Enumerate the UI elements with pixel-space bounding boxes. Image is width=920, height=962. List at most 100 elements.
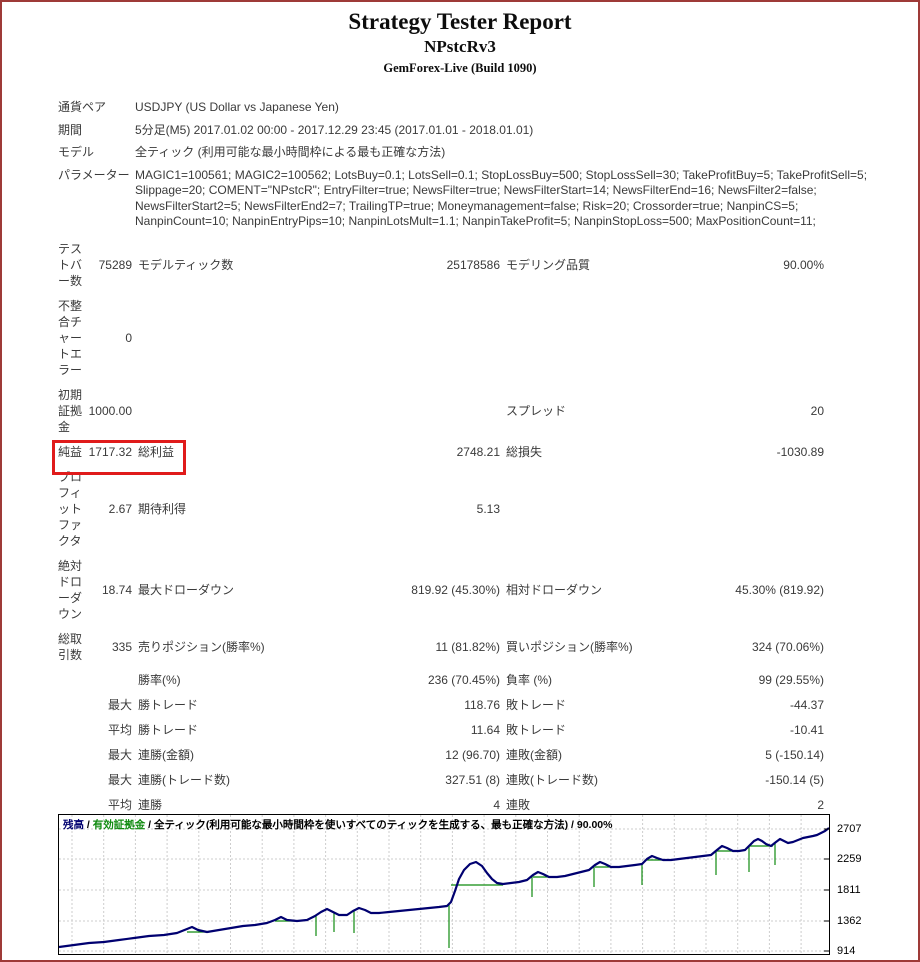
- cell-text: 絶対ドローダウン: [58, 558, 83, 621]
- result-value: 327.51 (8): [370, 768, 500, 793]
- cell-text: 2: [817, 797, 824, 812]
- cell-text: 2.67: [108, 501, 132, 516]
- cell-text: 平均: [107, 722, 132, 737]
- result-label: 連敗(トレード数): [500, 768, 708, 793]
- cell-text: 不整合チャートエラー: [58, 298, 83, 377]
- result-label: [500, 294, 708, 383]
- result-value: -10.41: [708, 718, 824, 743]
- result-value: 1000.00: [88, 383, 132, 440]
- result-value: 平均: [88, 718, 132, 743]
- result-label: [132, 294, 370, 383]
- result-label: [58, 718, 88, 743]
- cell-text: 期待利得: [138, 501, 187, 516]
- cell-text: 負率 (%): [506, 672, 552, 687]
- result-label: 連勝: [132, 793, 370, 818]
- equity-curve-svg: [59, 815, 829, 954]
- report-row: 平均 連勝 4 連敗 2: [58, 793, 824, 818]
- info-row: モデル 全ティック (利用可能な最小時間枠による最も正確な方法): [58, 142, 882, 165]
- result-value: 11 (81.82%): [370, 627, 500, 668]
- model-note: 全ティック(利用可能な最小時間枠を使いすべてのティックを生成する、最も正確な方法…: [154, 819, 569, 831]
- result-label: 絶対ドローダウン: [58, 554, 88, 627]
- result-label: 売りポジション(勝率%): [132, 627, 370, 668]
- result-label: 敗トレード: [500, 693, 708, 718]
- info-value: MAGIC1=100561; MAGIC2=100562; LotsBuy=0.…: [135, 167, 868, 229]
- report-row: 勝率(%) 236 (70.45%) 負率 (%) 99 (29.55%): [58, 668, 824, 693]
- result-label: [58, 743, 88, 768]
- result-label: 買いポジション(勝率%): [500, 627, 708, 668]
- result-label: 純益: [58, 440, 88, 465]
- cell-text: テストバー数: [58, 241, 83, 288]
- cell-text: 1000.00: [88, 403, 132, 418]
- result-label: 期待利得: [132, 465, 370, 554]
- result-label: 勝トレード: [132, 718, 370, 743]
- cell-text: 11.64: [470, 722, 500, 737]
- cell-text: 買いポジション(勝率%): [506, 639, 633, 654]
- result-label: [132, 383, 370, 440]
- result-label: 敗トレード: [500, 718, 708, 743]
- cell-text: 敗トレード: [506, 722, 567, 737]
- result-value: 11.64: [370, 718, 500, 743]
- result-label: 連勝(トレード数): [132, 768, 370, 793]
- result-value: [88, 668, 132, 693]
- result-label: 連敗: [500, 793, 708, 818]
- cell-text: スプレッド: [506, 403, 567, 418]
- cell-text: 5.13: [476, 501, 500, 516]
- result-value: 5 (-150.14): [708, 743, 824, 768]
- cell-text: 総損失: [506, 444, 543, 459]
- separator: /: [84, 819, 93, 831]
- cell-text: 12 (96.70): [445, 747, 500, 762]
- result-value: -44.37: [708, 693, 824, 718]
- cell-text: 総取引数: [58, 631, 83, 662]
- result-value: 平均: [88, 793, 132, 818]
- result-value: [708, 465, 824, 554]
- balance-line: [59, 827, 829, 949]
- cell-text: 敗トレード: [506, 697, 567, 712]
- cell-text: 4: [493, 797, 500, 812]
- y-axis-tick-label: 914: [837, 945, 856, 957]
- cell-text: 連敗: [506, 797, 531, 812]
- result-value: 2: [708, 793, 824, 818]
- result-label: モデルティック数: [132, 237, 370, 294]
- result-value: -150.14 (5): [708, 768, 824, 793]
- cell-text: 総利益: [138, 444, 175, 459]
- separator: /: [568, 819, 577, 831]
- info-label: パラメーター: [58, 167, 130, 182]
- cell-text: 連敗(金額): [506, 747, 562, 762]
- result-value: 118.76: [370, 693, 500, 718]
- cell-text: モデリング品質: [506, 257, 591, 272]
- cell-text: 327.51 (8): [445, 772, 500, 787]
- report-row: 最大 勝トレード 118.76 敗トレード -44.37: [58, 693, 824, 718]
- cell-text: 平均: [107, 797, 132, 812]
- cell-text: 最大: [107, 747, 132, 762]
- y-axis-tick-label: 2707: [837, 823, 862, 835]
- legend-equity: 有効証拠金: [92, 819, 146, 831]
- cell-text: 連勝(金額): [138, 747, 194, 762]
- net-profit-row: 純益 1717.32 総利益 2748.21 総損失 -1030.89: [58, 440, 824, 465]
- result-value: 0: [88, 294, 132, 383]
- cell-text: 最大: [107, 772, 132, 787]
- result-value: -1030.89: [708, 440, 824, 465]
- result-value: 75289: [88, 237, 132, 294]
- chart-plot-area: 残高 / 有効証拠金 / 全ティック(利用可能な最小時間枠を使いすべてのティック…: [58, 814, 830, 955]
- cell-text: 18.74: [101, 582, 132, 597]
- server-build: GemForex-Live (Build 1090): [383, 61, 537, 75]
- cell-text: 最大ドローダウン: [138, 582, 235, 597]
- report-row: 総取引数 335 売りポジション(勝率%) 11 (81.82%) 買いポジション(勝率…: [58, 627, 824, 668]
- cell-text: 90.00%: [783, 257, 824, 272]
- result-value: 45.30% (819.92): [708, 554, 824, 627]
- report-title: Strategy Tester Report: [348, 9, 572, 34]
- cell-text: -10.41: [789, 722, 824, 737]
- result-label: 勝トレード: [132, 693, 370, 718]
- cell-text: 20: [810, 403, 824, 418]
- result-label: [58, 668, 88, 693]
- cell-text: 118.76: [464, 697, 500, 712]
- info-row: 期間 5分足(M5) 2017.01.02 00:00 - 2017.12.29 …: [58, 120, 882, 143]
- result-value: [708, 294, 824, 383]
- cell-text: 1717.32: [88, 444, 132, 459]
- modelling-quality: 90.00%: [576, 819, 613, 831]
- result-label: 連敗(金額): [500, 743, 708, 768]
- y-axis-tick-label: 1362: [837, 915, 862, 927]
- cell-text: 勝トレード: [138, 697, 199, 712]
- result-label: スプレッド: [500, 383, 708, 440]
- info-value: 5分足(M5) 2017.01.02 00:00 - 2017.12.29 23…: [135, 122, 534, 137]
